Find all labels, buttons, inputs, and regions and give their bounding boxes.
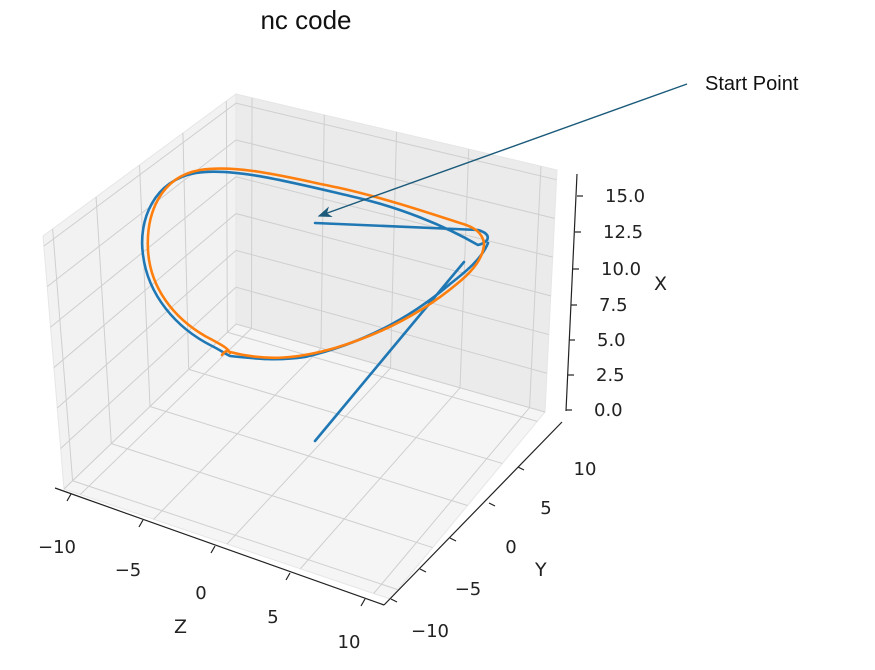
annotation-arrow	[317, 83, 688, 218]
z-tick-label: 15.0	[605, 186, 645, 207]
x-axis-label: Z	[174, 616, 187, 638]
grid-line	[43, 102, 557, 247]
x-tick-label: −10	[38, 537, 76, 558]
grid-lines	[43, 97, 557, 594]
x-tick	[66, 493, 72, 502]
grid-line	[459, 149, 470, 388]
grid-line	[139, 164, 151, 407]
axis-lines	[54, 173, 578, 606]
grid-line	[149, 406, 468, 506]
y-tick-label: 0	[505, 537, 516, 558]
grid-line	[188, 368, 503, 464]
series-lines	[140, 169, 490, 441]
z-tick-label: 7.5	[599, 295, 628, 316]
y-axis-label: Y	[534, 559, 547, 581]
grid-line	[225, 101, 228, 333]
x-axis-line	[54, 487, 385, 606]
grid-line	[227, 331, 538, 422]
grid-line	[390, 131, 397, 369]
grid-line	[52, 228, 74, 481]
y-tick	[488, 502, 496, 507]
z-tick-label: 12.5	[603, 222, 643, 243]
grid-line	[95, 196, 112, 444]
z-axis-label: X	[654, 273, 667, 295]
tick-labels: −10 −5 0 5 10 −10 −5 0 5 10 0.0 2.5 5.0 7.5 10.0 12.5 15…	[38, 186, 645, 653]
z-tick-label: 0.0	[594, 400, 623, 421]
y-tick-label: 10	[574, 459, 597, 480]
grid-line	[60, 286, 548, 449]
z-axis-line	[565, 173, 578, 412]
x-tick	[210, 545, 216, 554]
y-tick	[449, 537, 457, 542]
y-axis-line	[383, 421, 563, 606]
grid-line	[63, 323, 546, 490]
y-tick-label: −10	[411, 621, 449, 642]
y-tick	[517, 466, 525, 471]
grid-line	[50, 176, 553, 328]
annotation-label: Start Point	[705, 73, 799, 95]
grid-line	[320, 114, 325, 349]
grid-line	[53, 213, 551, 368]
grid-line	[72, 480, 398, 591]
z-tick-label: 5.0	[597, 330, 626, 351]
x-tick-label: −5	[115, 560, 142, 581]
x-tick	[285, 572, 291, 581]
x-tick-label: 10	[338, 632, 361, 653]
grid-line	[56, 249, 549, 409]
grid-line	[111, 443, 433, 549]
grid-line	[46, 139, 555, 287]
grid-line	[529, 166, 542, 408]
z-tick-label: 2.5	[596, 365, 625, 386]
grid-line	[250, 97, 253, 329]
y-tick	[390, 598, 398, 603]
x-tick	[138, 519, 144, 528]
y-tick-label: −5	[455, 579, 482, 600]
y-tick	[419, 568, 427, 573]
x-tick	[360, 598, 366, 607]
x-tick-label: 0	[195, 583, 206, 604]
x-tick-label: 5	[267, 607, 278, 628]
y-tick-label: 5	[540, 498, 551, 519]
chart-title: nc code	[260, 5, 351, 35]
z-tick-label: 10.0	[601, 259, 641, 280]
